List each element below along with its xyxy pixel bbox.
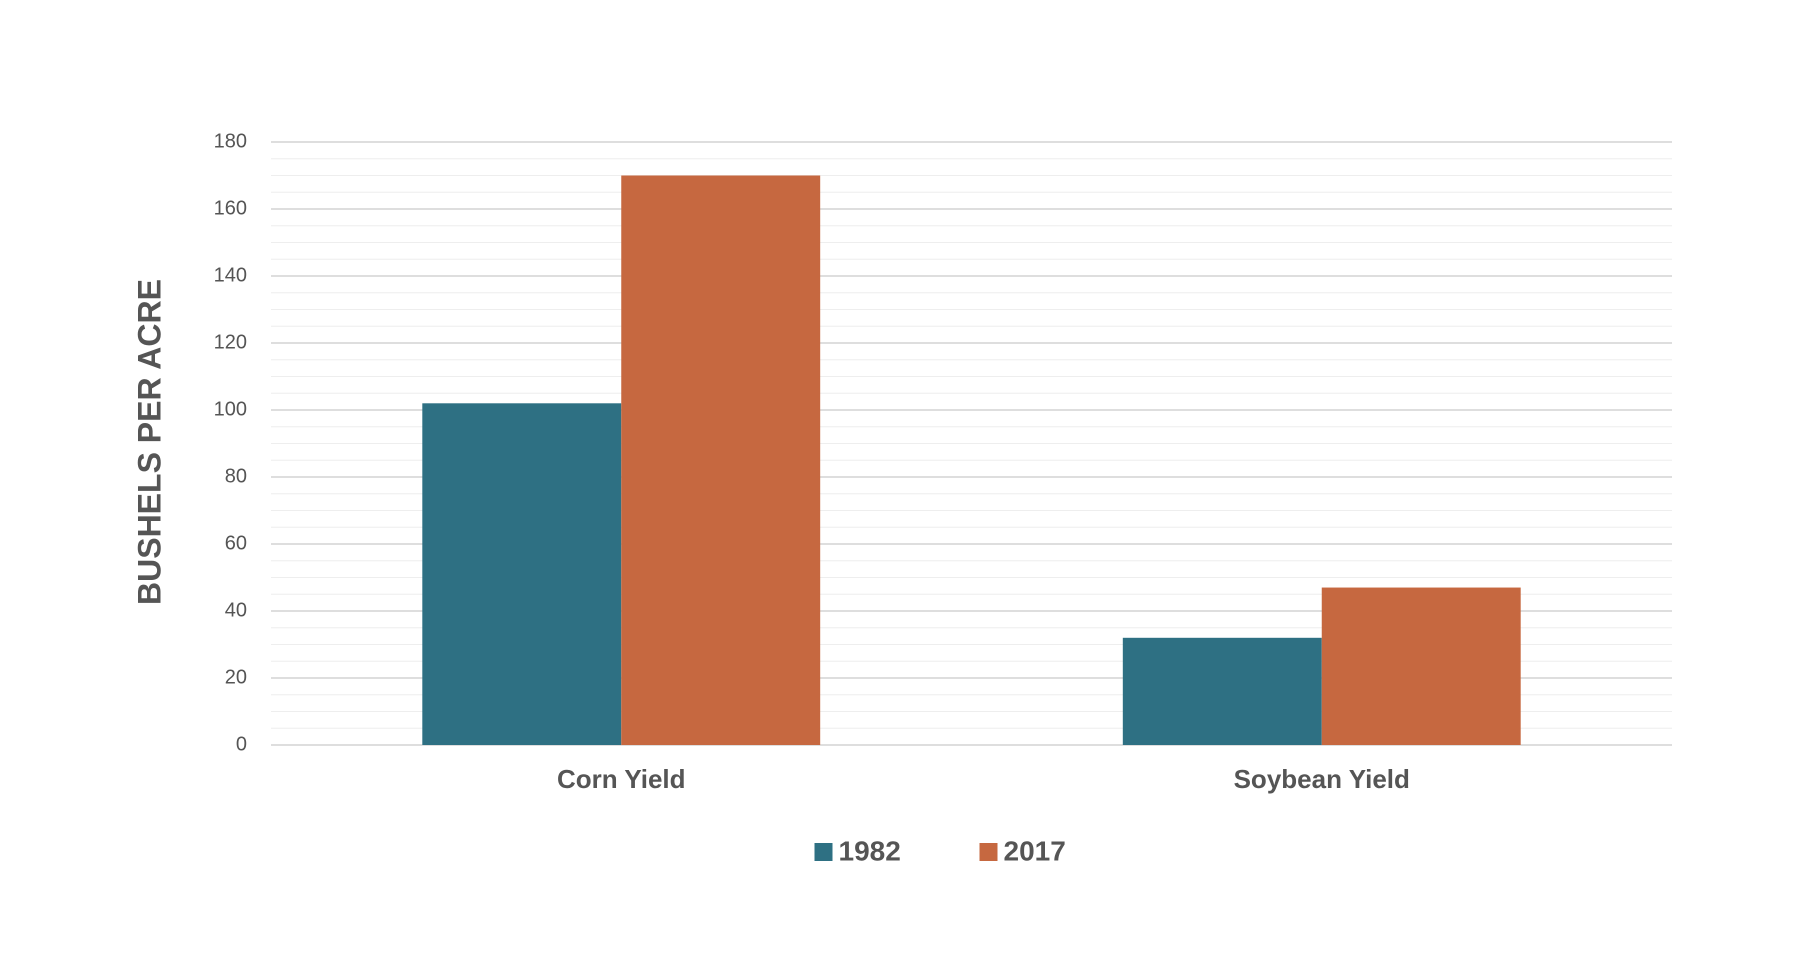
legend-label: 2017 xyxy=(1004,835,1066,866)
y-tick-label: 180 xyxy=(214,130,247,152)
x-tick-label: Soybean Yield xyxy=(1234,764,1410,794)
bar xyxy=(1122,637,1322,745)
y-tick-label: 120 xyxy=(214,331,247,353)
bar xyxy=(1321,587,1521,745)
y-axis-label: BUSHELS PER ACRE xyxy=(131,279,167,605)
legend-label: 1982 xyxy=(839,835,901,866)
y-tick-label: 140 xyxy=(214,264,247,286)
y-tick-label: 60 xyxy=(225,532,247,554)
y-tick-label: 160 xyxy=(214,197,247,219)
y-tick-label: 40 xyxy=(225,599,247,621)
bar xyxy=(621,175,821,745)
bar xyxy=(422,403,622,745)
x-tick-label: Corn Yield xyxy=(557,764,686,794)
y-tick-label: 100 xyxy=(214,398,247,420)
legend-swatch xyxy=(979,843,998,861)
legend-swatch xyxy=(814,843,833,861)
y-tick-label: 0 xyxy=(236,733,247,755)
y-tick-label: 20 xyxy=(225,666,247,688)
y-tick-label: 80 xyxy=(225,465,247,487)
